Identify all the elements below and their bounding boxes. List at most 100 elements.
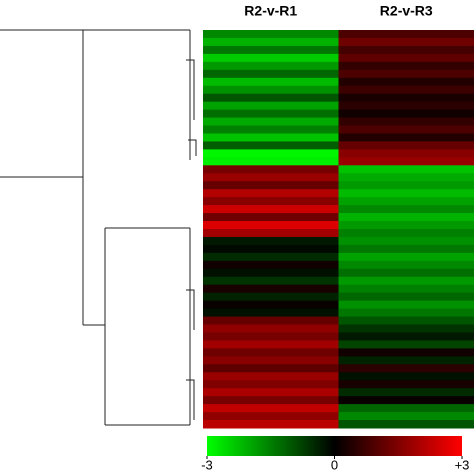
- heatmap-cell: [203, 53, 339, 63]
- heatmap-cell: [338, 268, 474, 278]
- heatmap-cell: [338, 340, 474, 349]
- heatmap-cell: [338, 316, 474, 326]
- heatmap-cell: [338, 364, 474, 373]
- heatmap-cell: [203, 30, 339, 39]
- heatmap-cell: [203, 93, 339, 103]
- heatmap-cell: [203, 260, 339, 270]
- heatmap-cell: [203, 268, 339, 278]
- heatmap-cell: [203, 284, 339, 294]
- heatmap-cell: [203, 37, 339, 47]
- heatmap-cell: [338, 236, 474, 246]
- heatmap-cell: [338, 292, 474, 302]
- heatmap-cell: [338, 308, 474, 318]
- heatmap-cell: [338, 412, 474, 421]
- heatmap-cell: [338, 276, 474, 286]
- heatmap-cell: [338, 45, 474, 55]
- heatmap-cell: [338, 53, 474, 63]
- heatmap-cell: [203, 189, 339, 198]
- heatmap-cell: [203, 205, 339, 214]
- heatmap-cell: [338, 229, 474, 238]
- heatmap-cell: [203, 133, 339, 142]
- colorbar-tick-label: +3: [455, 457, 470, 472]
- heatmap-cell: [203, 101, 339, 111]
- heatmap-cell: [203, 324, 339, 333]
- heatmap-cell: [338, 356, 474, 365]
- heatmap-cell: [338, 93, 474, 103]
- heatmap-cell: [203, 412, 339, 421]
- heatmap-cell: [203, 244, 339, 254]
- heatmap-cell: [203, 213, 339, 222]
- heatmap-cell: [338, 372, 474, 381]
- heatmap-cell: [338, 213, 474, 222]
- dendrogram: [0, 29, 197, 426]
- heatmap-cell: [203, 149, 339, 158]
- heatmap-cell: [203, 332, 339, 341]
- heatmap-cell: [203, 45, 339, 55]
- heatmap-cell: [338, 348, 474, 357]
- heatmap-cell: [338, 197, 474, 206]
- heatmap-cell: [338, 396, 474, 405]
- heatmap-cell: [338, 37, 474, 47]
- heatmap-cell: [203, 181, 339, 190]
- heatmap-cell: [338, 189, 474, 198]
- heatmap-cell: [203, 420, 339, 429]
- heatmap-cell: [338, 260, 474, 270]
- heatmap-cell: [203, 380, 339, 389]
- heatmap-cell: [338, 165, 474, 174]
- heatmap-cell: [338, 77, 474, 87]
- heatmap-cell: [203, 364, 339, 373]
- heatmap-cell: [338, 141, 474, 150]
- heatmap-cell: [338, 133, 474, 142]
- heatmap-cell: [338, 69, 474, 79]
- heatmap-cell: [338, 420, 474, 429]
- heatmap-cell: [203, 221, 339, 230]
- colorbar: [207, 436, 462, 456]
- heatmap-cell: [338, 30, 474, 39]
- heatmap-cell: [203, 229, 339, 238]
- heatmap-cell: [203, 61, 339, 71]
- heatmap: [203, 30, 474, 429]
- heatmap-cell: [338, 125, 474, 134]
- heatmap-cell: [203, 173, 339, 182]
- heatmap-cell: [338, 221, 474, 230]
- heatmap-cell: [203, 348, 339, 357]
- heatmap-cell: [203, 388, 339, 397]
- heatmap-cell: [203, 396, 339, 405]
- column-label: R2-v-R1: [244, 3, 297, 19]
- heatmap-cell: [338, 117, 474, 127]
- heatmap-cell: [203, 197, 339, 206]
- heatmap-cell: [203, 308, 339, 318]
- heatmap-cell: [338, 332, 474, 341]
- heatmap-cell: [338, 149, 474, 158]
- heatmap-cell: [338, 173, 474, 182]
- column-label: R2-v-R3: [380, 3, 433, 19]
- heatmap-cell: [338, 181, 474, 190]
- heatmap-cell: [203, 141, 339, 150]
- heatmap-cell: [203, 292, 339, 302]
- heatmap-cell: [203, 236, 339, 246]
- colorbar-tick-label: 0: [331, 457, 338, 472]
- heatmap-cell: [338, 380, 474, 389]
- heatmap-cell: [338, 300, 474, 310]
- heatmap-cell: [338, 284, 474, 294]
- heatmap-cell: [203, 372, 339, 381]
- heatmap-cell: [338, 101, 474, 111]
- heatmap-cell: [338, 109, 474, 119]
- heatmap-cell: [338, 324, 474, 333]
- heatmap-cell: [203, 252, 339, 262]
- heatmap-cell: [203, 85, 339, 95]
- heatmap-cell: [203, 77, 339, 87]
- heatmap-cell: [203, 165, 339, 174]
- heatmap-cell: [203, 157, 339, 166]
- heatmap-cell: [338, 85, 474, 95]
- heatmap-cell: [203, 300, 339, 310]
- heatmap-cell: [203, 276, 339, 286]
- colorbar-tick-label: -3: [201, 457, 213, 472]
- heatmap-cell: [338, 61, 474, 71]
- heatmap-cell: [338, 388, 474, 397]
- heatmap-cell: [203, 117, 339, 127]
- heatmap-cell: [203, 340, 339, 349]
- heatmap-cell: [203, 125, 339, 134]
